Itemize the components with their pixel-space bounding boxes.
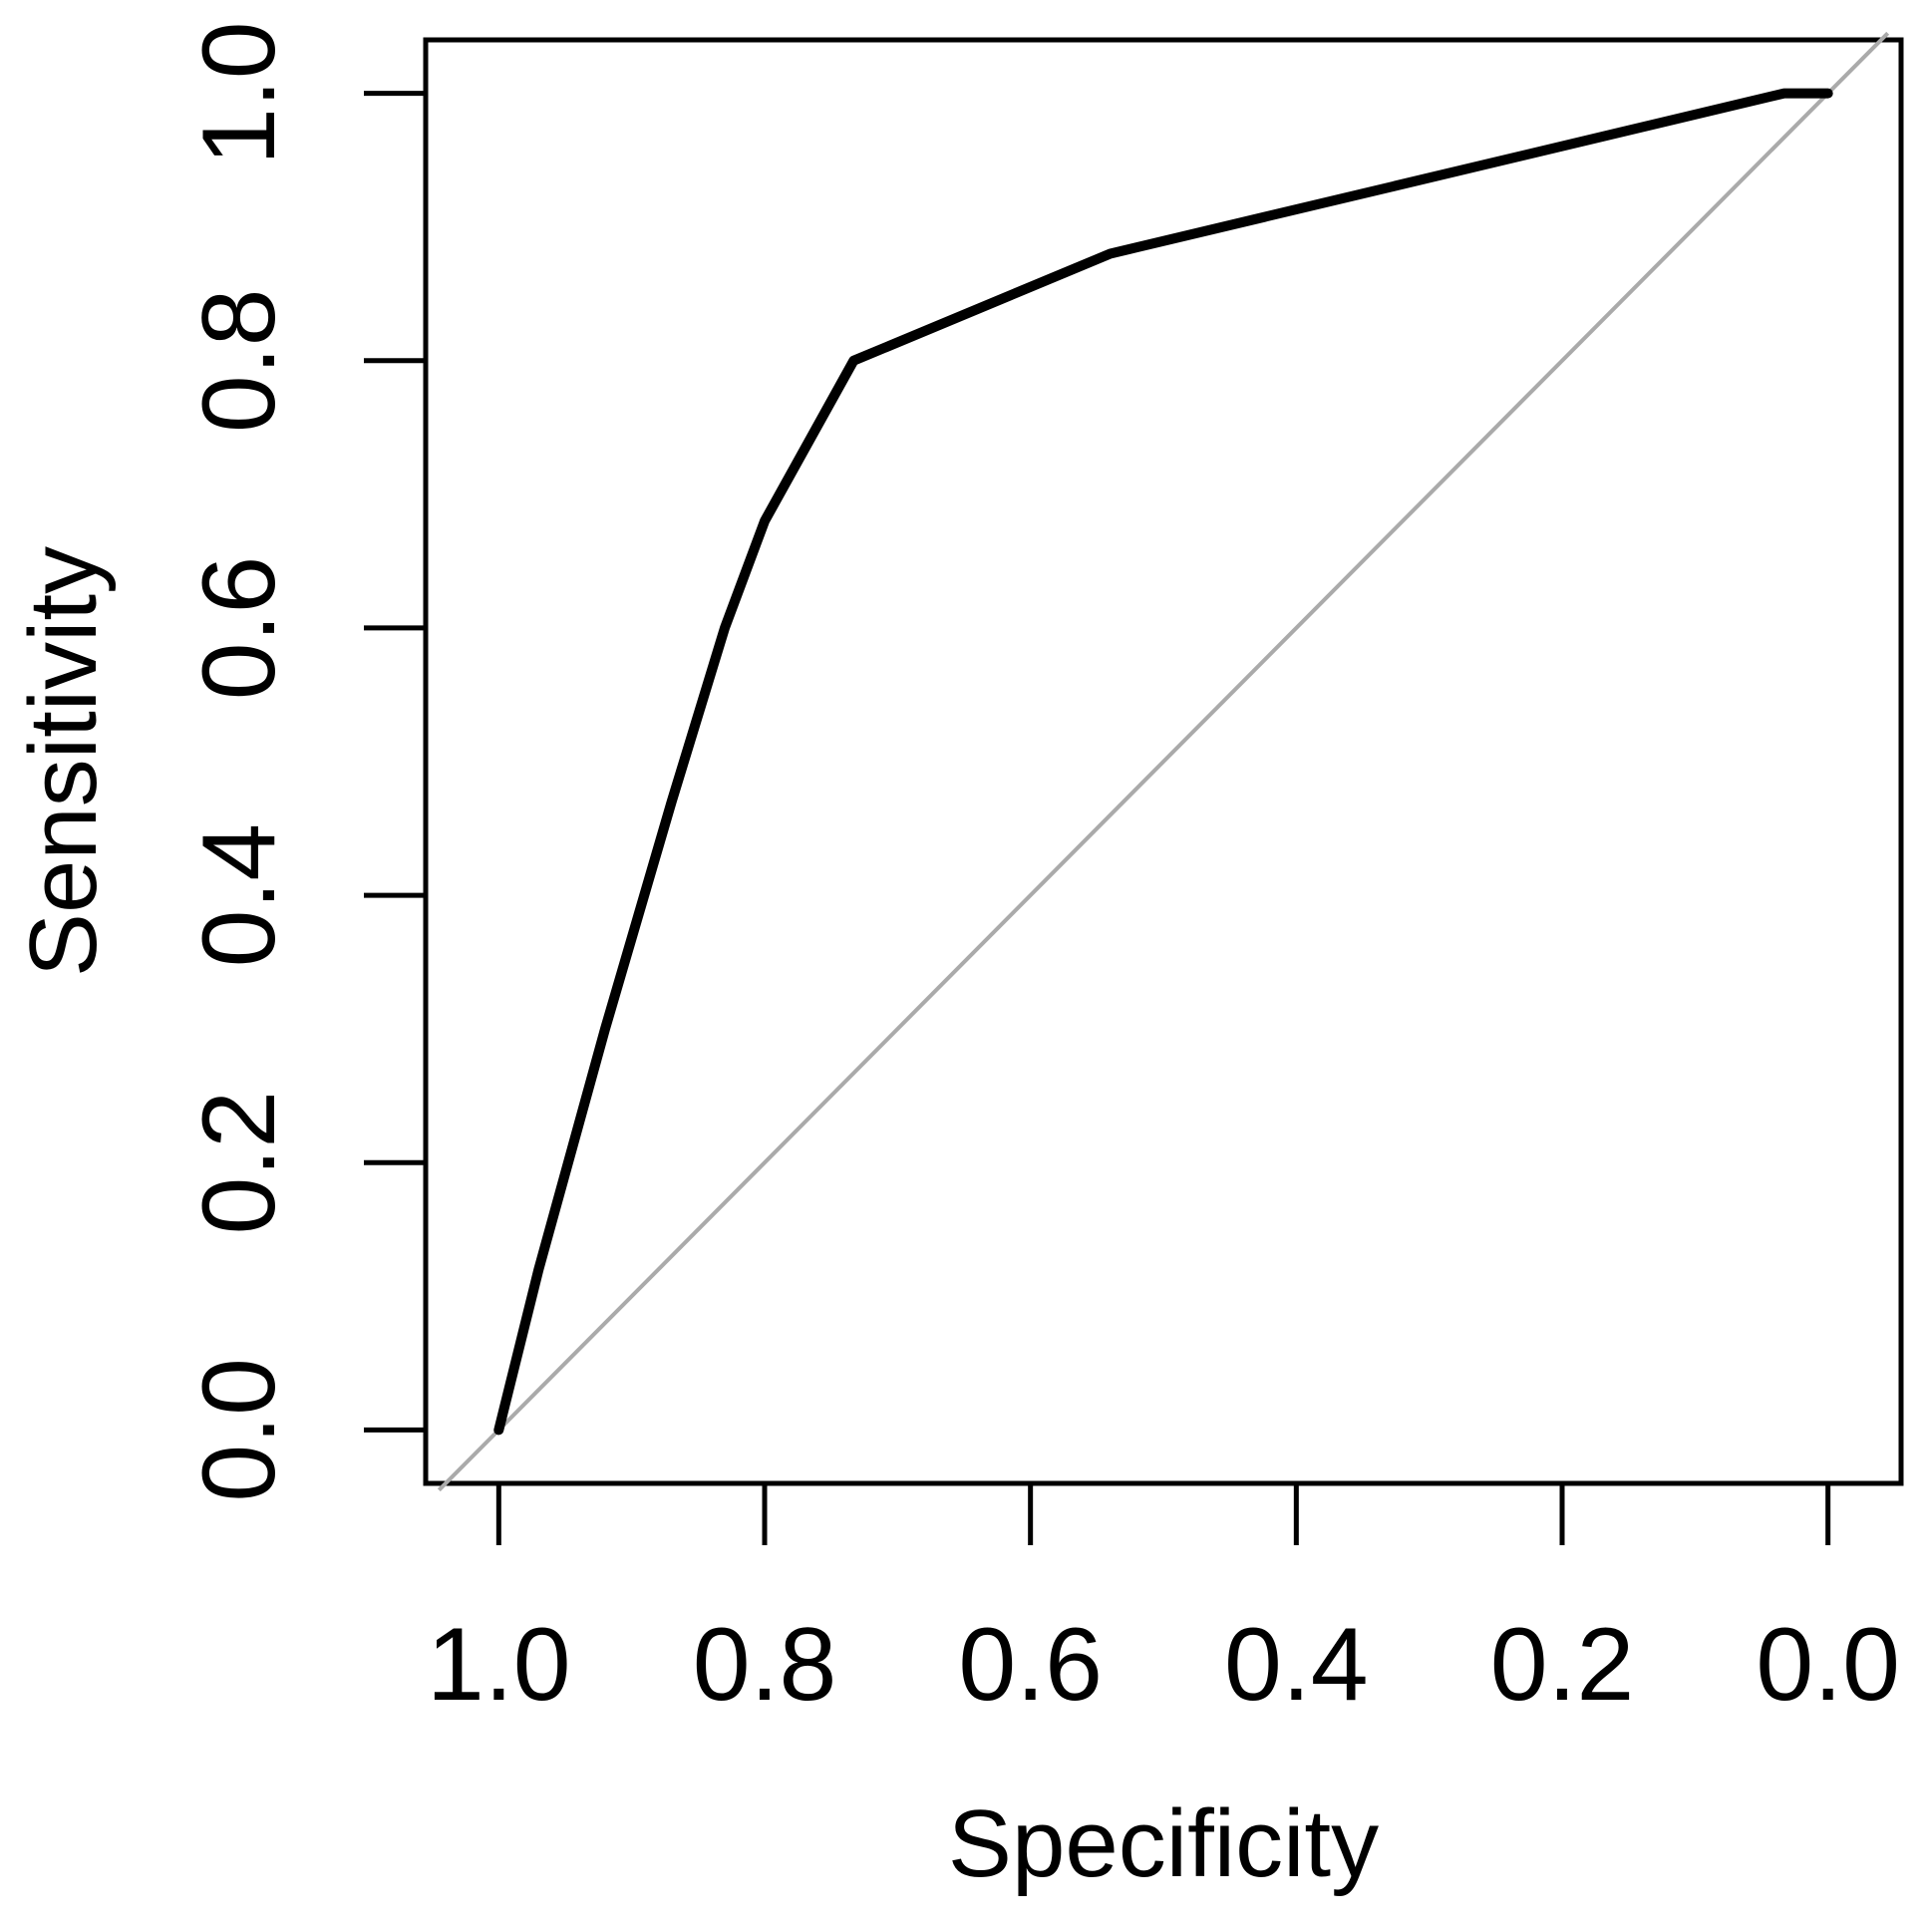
x-tick-label: 0.8	[693, 1607, 837, 1723]
y-axis-title: Sensitivity	[10, 546, 117, 977]
x-axis: 1.0 0.8 0.6 0.4 0.2 0.0	[427, 1480, 1900, 1723]
y-tick-label: 0.4	[181, 823, 297, 968]
x-tick-label: 0.2	[1490, 1607, 1635, 1723]
y-tick-label: 1.0	[181, 21, 297, 165]
x-tick-label: 0.4	[1224, 1607, 1369, 1723]
y-tick-label: 0.0	[181, 1358, 297, 1502]
roc-curve-line	[493, 88, 1833, 1436]
x-axis-title: Specificity	[948, 1790, 1379, 1897]
x-tick-label: 0.6	[958, 1607, 1103, 1723]
reference-diagonal-line	[437, 31, 1890, 1492]
y-tick-label: 0.8	[181, 288, 297, 433]
y-tick-label: 0.2	[181, 1091, 297, 1235]
plot-area	[423, 31, 1904, 1492]
y-axis: 0.0 0.2 0.4 0.6 0.8 1.0	[181, 21, 429, 1502]
y-tick-label: 0.6	[181, 556, 297, 701]
x-tick-label: 1.0	[427, 1607, 571, 1723]
x-tick-label: 0.0	[1756, 1607, 1900, 1723]
